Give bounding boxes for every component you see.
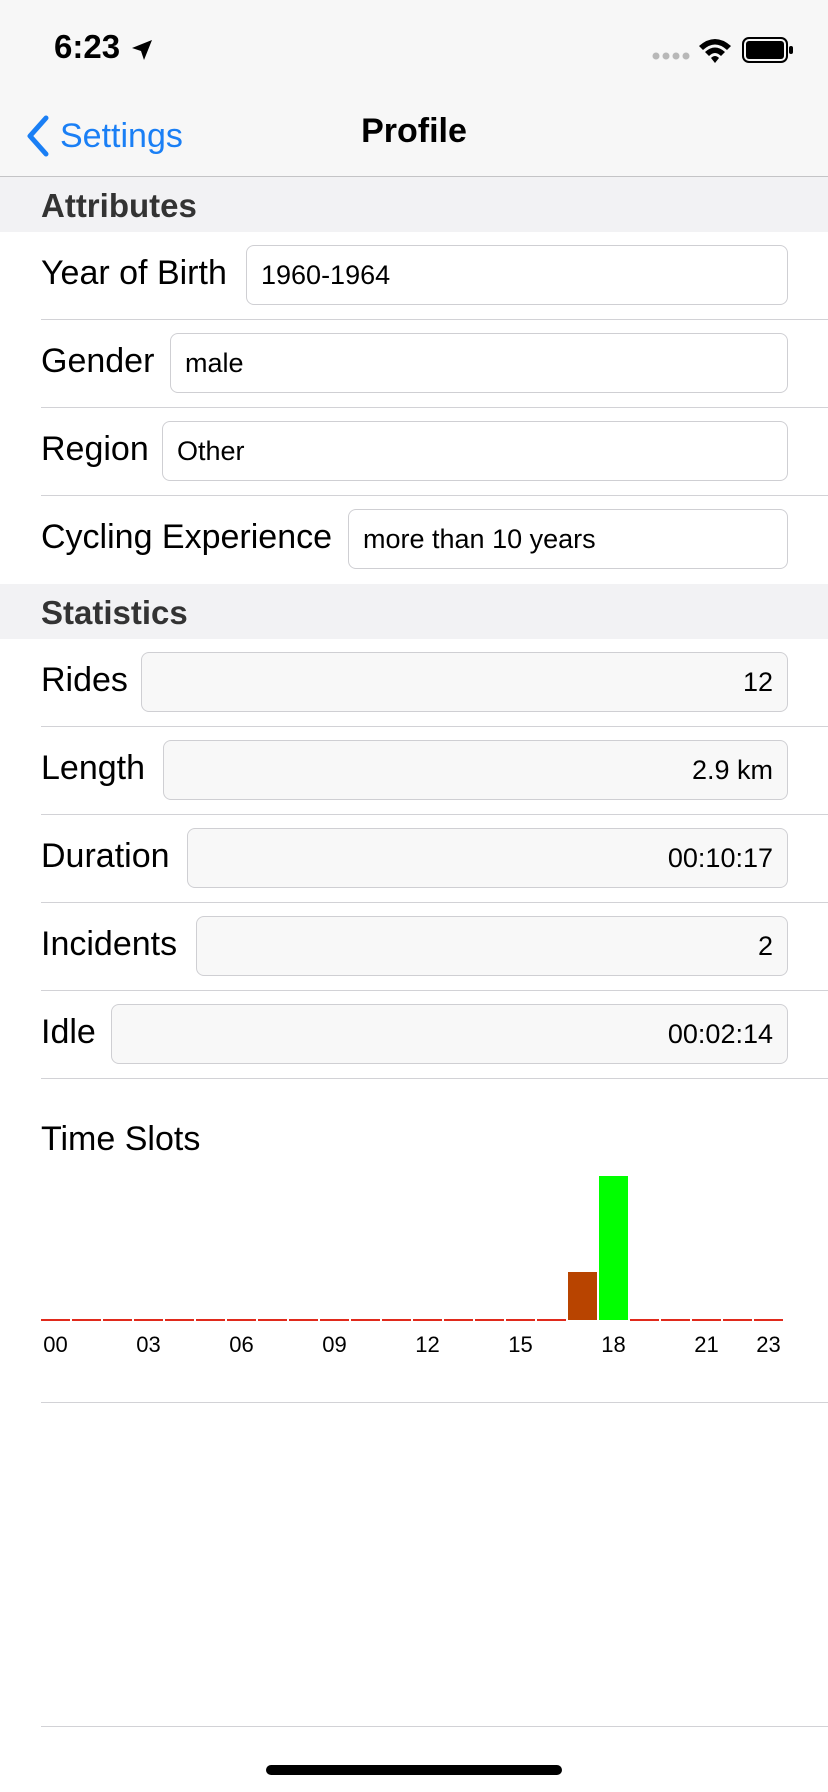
chart-tick-label: 21 [694,1332,718,1357]
chart-tick-label: 15 [508,1332,532,1357]
cellular-signal-icon [652,52,690,60]
idle-value: 00:02:14 [111,1004,788,1064]
status-time: 6:23 [54,28,121,65]
location-arrow-icon [132,40,152,60]
page-title: Profile [361,112,467,150]
section-title: Statistics [41,594,188,631]
row-label: Duration [41,837,170,875]
chart-tick-label: 09 [322,1332,346,1357]
status-bar: 6:23 [0,0,828,100]
cycling-experience-field[interactable]: more than 10 years [348,509,788,569]
time-slots-chart: 00 03 06 09 12 15 18 21 23 [41,1176,783,1357]
divider [41,1402,828,1403]
chart-tick-label: 06 [229,1332,253,1357]
row-length: Length 2.9 km [41,727,828,815]
chart-bar-17 [568,1272,597,1320]
row-idle: Idle 00:02:14 [41,991,828,1079]
section-title: Attributes [41,187,197,224]
back-button-label: Settings [60,116,183,155]
chevron-left-icon [27,115,49,157]
chart-bar-18 [599,1176,628,1320]
row-label: Incidents [41,925,178,963]
rides-value: 12 [141,652,788,712]
wifi-icon [699,39,731,63]
home-indicator [266,1765,562,1775]
year-of-birth-field[interactable]: 1960-1964 [246,245,788,305]
row-label: Cycling Experience [41,518,333,556]
gender-field[interactable]: male [170,333,788,393]
battery-icon [742,37,793,63]
section-header-attributes: Attributes [0,177,828,232]
duration-value: 00:10:17 [187,828,788,888]
navigation-bar: Settings Profile [0,100,828,177]
time-slots-title: Time Slots [41,1120,201,1158]
chart-tick-label: 23 [756,1332,780,1357]
divider [41,1726,828,1727]
row-label: Region [41,430,149,468]
row-year-of-birth: Year of Birth 1960-1964 [41,232,828,320]
row-label: Rides [41,661,128,699]
chart-tick-label: 18 [601,1332,625,1357]
back-button[interactable]: Settings [24,110,183,162]
row-region: Region Other [41,408,828,496]
row-label: Idle [41,1013,96,1051]
chart-tick-label: 12 [415,1332,439,1357]
chart-tick-label: 00 [43,1332,67,1357]
incidents-value: 2 [196,916,788,976]
row-label: Gender [41,342,155,380]
row-label: Year of Birth [41,254,227,292]
row-duration: Duration 00:10:17 [41,815,828,903]
row-cycling-experience: Cycling Experience more than 10 years [41,496,828,584]
row-gender: Gender male [41,320,828,408]
section-header-statistics: Statistics [0,584,828,639]
length-value: 2.9 km [163,740,788,800]
chart-tick-label: 03 [136,1332,160,1357]
row-rides: Rides 12 [41,639,828,727]
row-incidents: Incidents 2 [41,903,828,991]
row-label: Length [41,749,145,787]
region-field[interactable]: Other [162,421,788,481]
